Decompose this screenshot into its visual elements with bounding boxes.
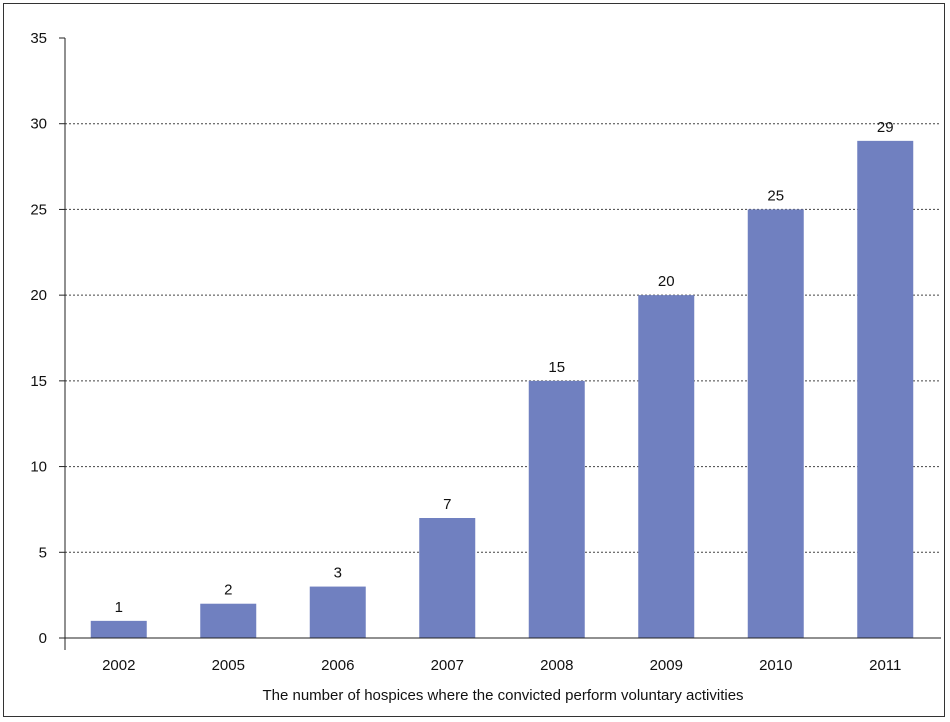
data-label-2010: 25 bbox=[767, 187, 784, 204]
data-label-2006: 3 bbox=[334, 565, 342, 582]
data-label-2009: 20 bbox=[658, 273, 675, 290]
bar-2010 bbox=[747, 209, 804, 638]
x-tick-label: 2007 bbox=[431, 657, 464, 674]
bar-2008 bbox=[528, 380, 585, 638]
x-tick-label: 2002 bbox=[102, 657, 135, 674]
bar-2009 bbox=[638, 295, 695, 638]
y-tick-label: 30 bbox=[30, 116, 47, 133]
data-label-2011: 29 bbox=[877, 119, 894, 136]
x-tick-label: 2010 bbox=[759, 657, 792, 674]
axes bbox=[59, 37, 941, 650]
x-tick-label: 2006 bbox=[321, 657, 354, 674]
y-tick-label: 10 bbox=[30, 459, 47, 476]
data-label-2002: 1 bbox=[115, 599, 123, 616]
x-tick-label: 2011 bbox=[869, 657, 901, 674]
labels: 0 5 10 15 20 25 30 35 1 2002 2 2005 3 2006 7 2007 15 2008… bbox=[30, 30, 901, 674]
y-tick-label: 35 bbox=[30, 30, 47, 47]
data-label-2005: 2 bbox=[224, 582, 232, 599]
x-tick-label: 2009 bbox=[650, 657, 683, 674]
y-tick-label: 15 bbox=[30, 373, 47, 390]
data-label-2007: 7 bbox=[443, 496, 451, 513]
bar-2011 bbox=[857, 140, 914, 638]
y-tick-label: 25 bbox=[30, 201, 47, 218]
x-axis-title: The number of hospices where the convict… bbox=[262, 687, 743, 704]
data-label-2008: 15 bbox=[548, 359, 565, 376]
x-tick-label: 2008 bbox=[540, 657, 573, 674]
y-tick-label: 5 bbox=[39, 544, 47, 561]
y-tick-label: 0 bbox=[39, 630, 47, 647]
y-tick-label: 20 bbox=[30, 287, 47, 304]
x-tick-label: 2005 bbox=[212, 657, 245, 674]
bar-2006 bbox=[309, 586, 366, 638]
bars bbox=[90, 140, 914, 638]
bar-2007 bbox=[419, 518, 476, 638]
bar-2005 bbox=[200, 603, 257, 638]
gridlines bbox=[65, 123, 941, 553]
bar-2002 bbox=[90, 620, 147, 638]
